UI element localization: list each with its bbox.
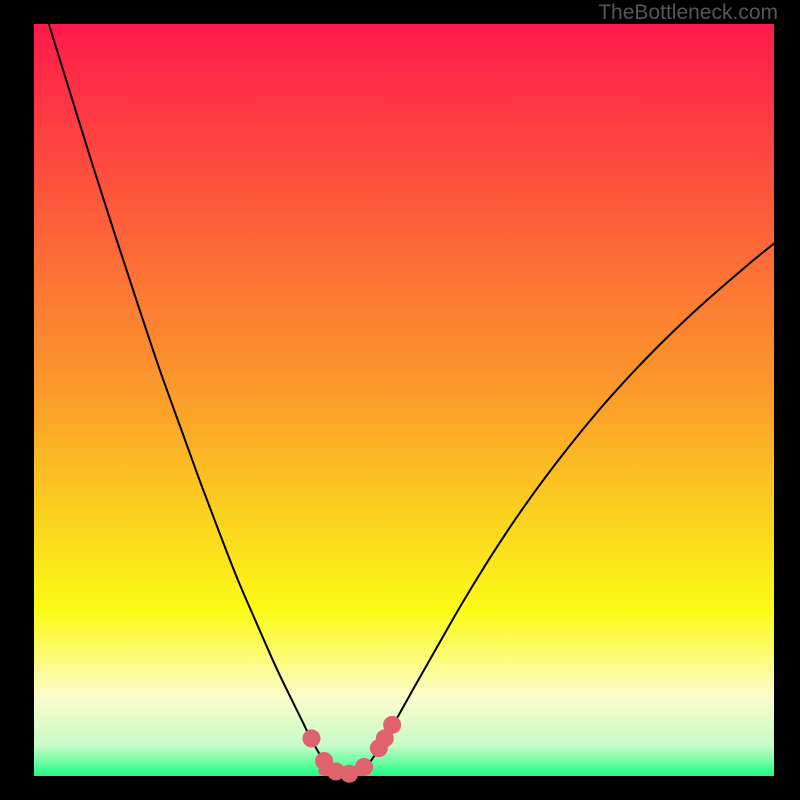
plot-background bbox=[34, 24, 774, 776]
watermark-text: TheBottleneck.com bbox=[598, 1, 778, 25]
chart-container: TheBottleneck.com bbox=[0, 0, 800, 800]
